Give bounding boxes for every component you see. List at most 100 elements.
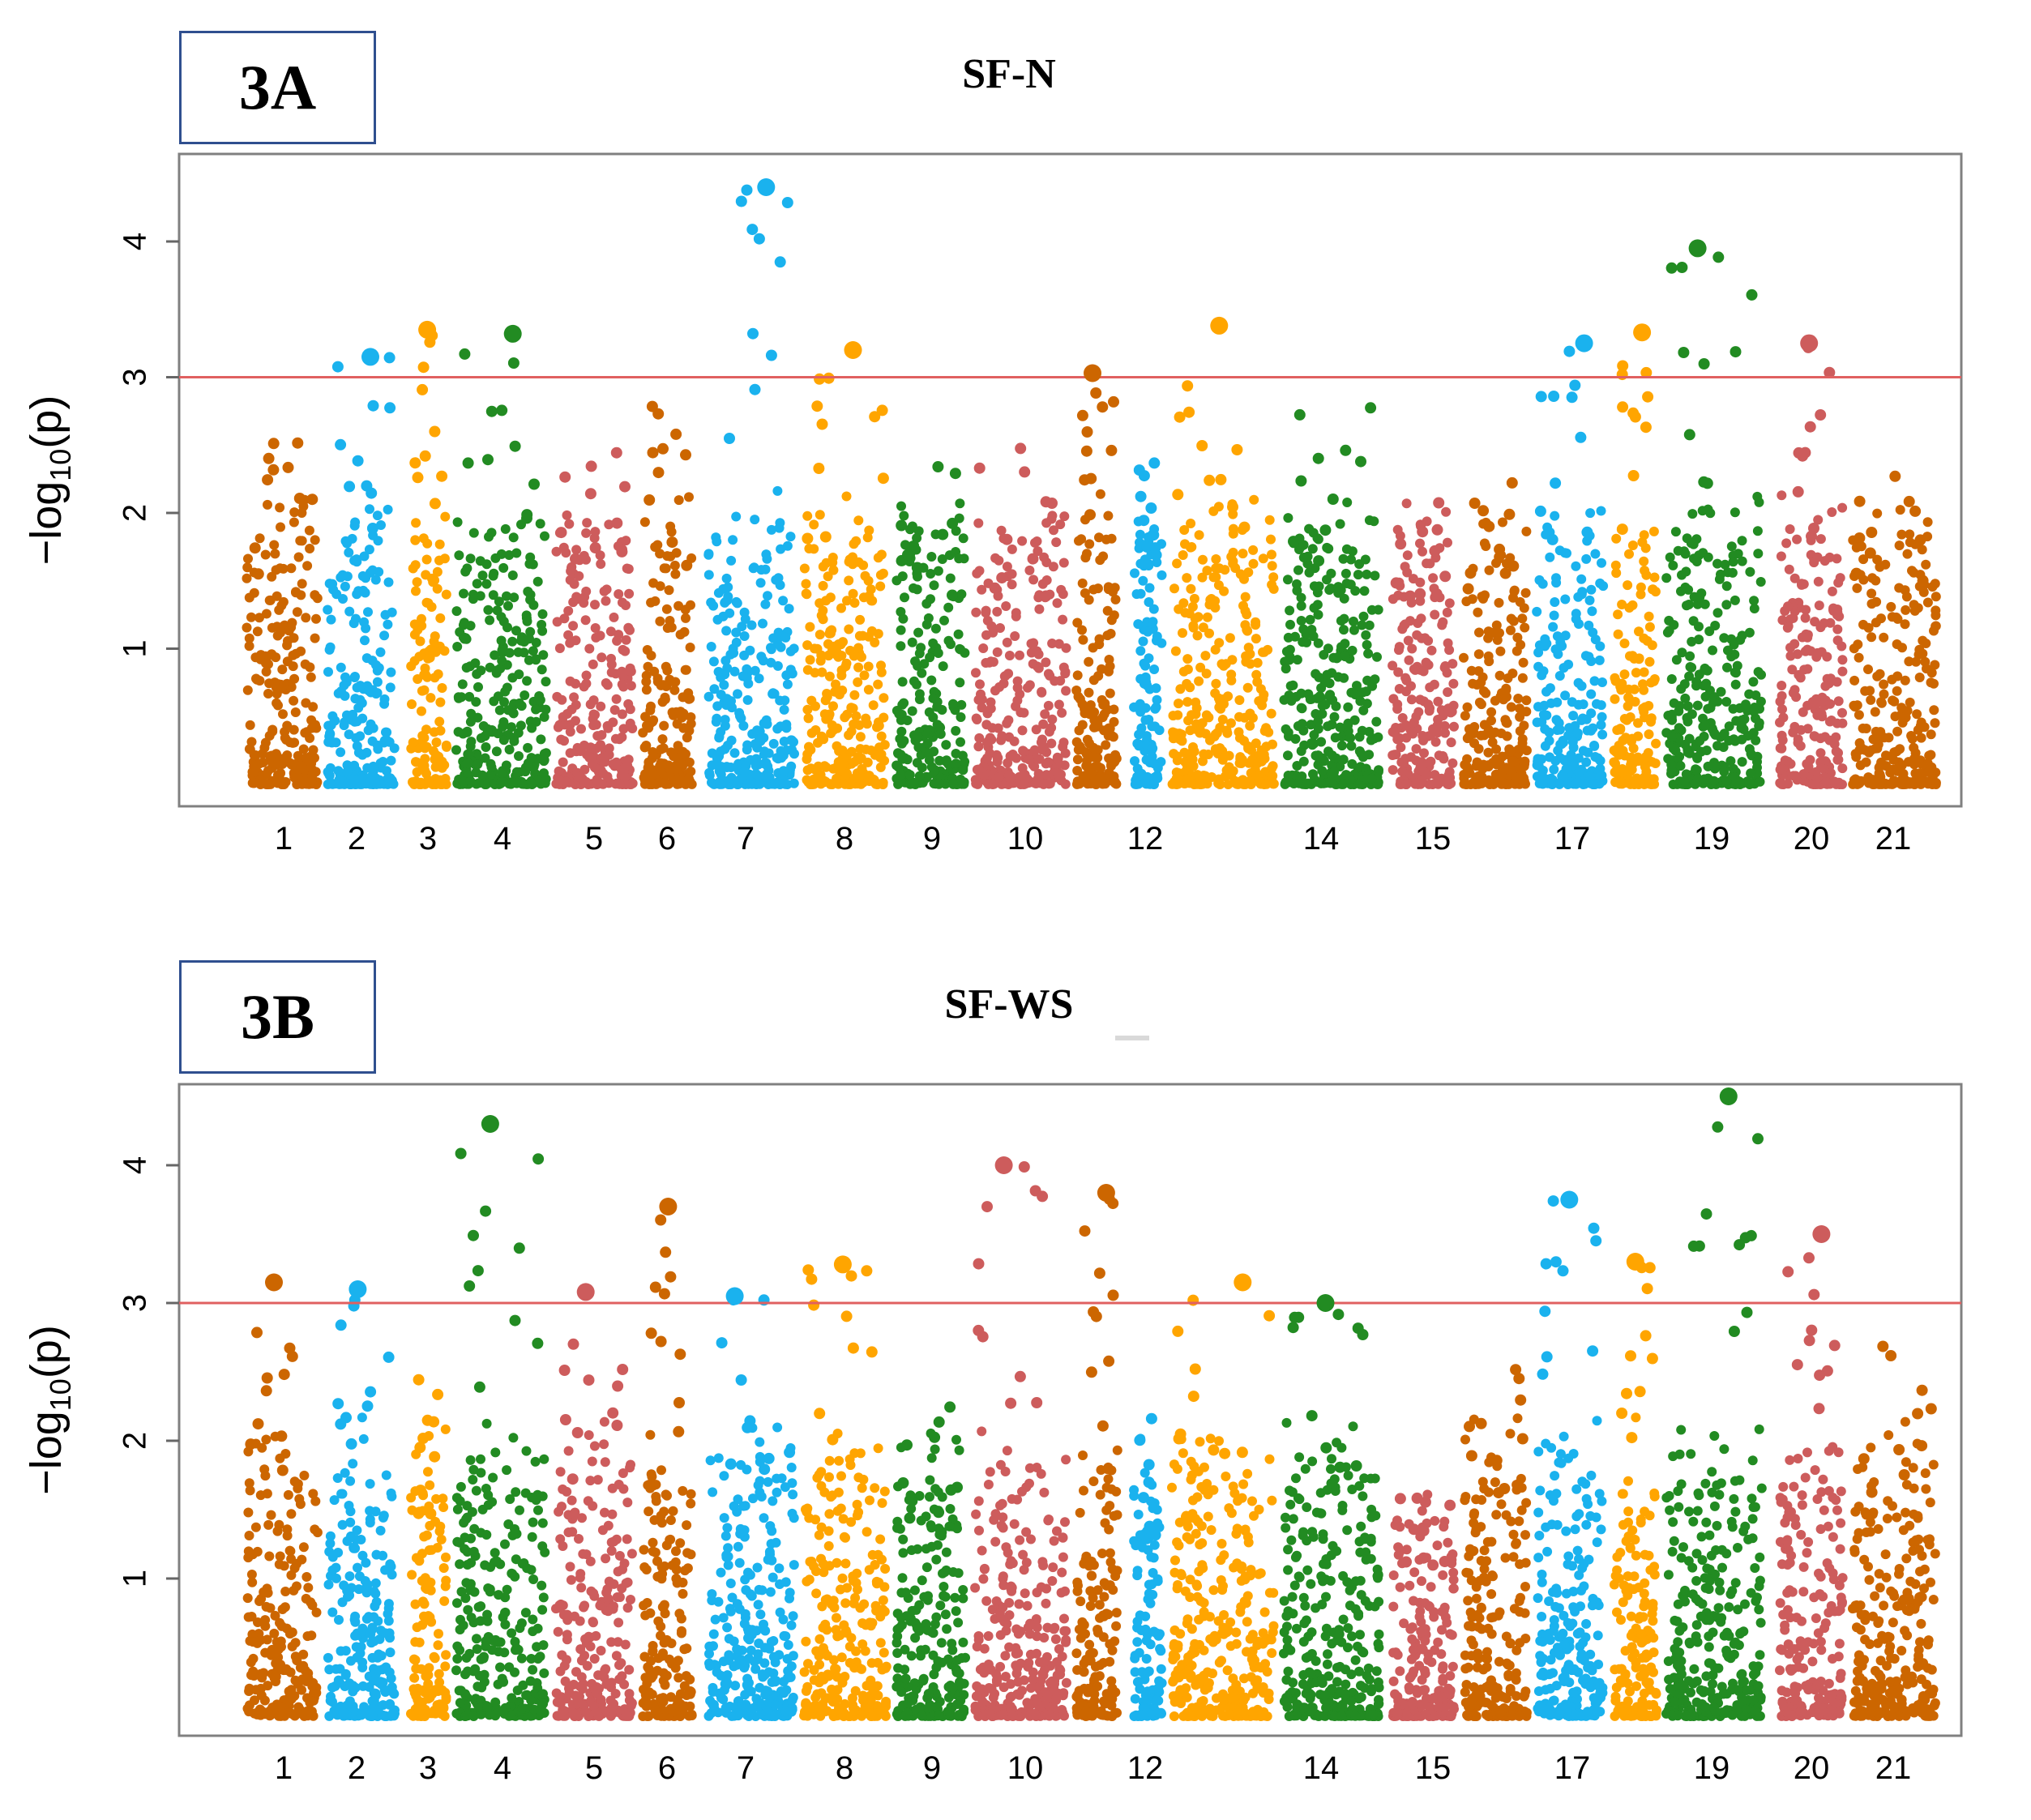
snp-point	[1892, 726, 1903, 737]
snp-point	[1183, 716, 1194, 726]
snp-point	[306, 775, 317, 786]
snp-point	[408, 777, 417, 788]
snp-point	[1417, 526, 1429, 538]
snp-point	[355, 731, 366, 741]
snp-point	[820, 695, 831, 706]
snp-point	[1143, 626, 1153, 637]
snp-point	[1815, 409, 1827, 421]
snp-point	[1130, 568, 1139, 579]
snp-point	[1408, 574, 1418, 584]
snp-point	[357, 750, 368, 760]
snp-point	[1630, 697, 1640, 707]
snp-point	[849, 651, 859, 661]
snp-point	[1551, 715, 1562, 725]
x-tick-label-chr-19: 19	[1694, 821, 1730, 857]
snp-point	[1777, 704, 1787, 715]
snp-point	[417, 763, 428, 773]
snp-point	[802, 704, 813, 715]
snp-point	[1868, 734, 1879, 745]
snp-point	[833, 757, 844, 767]
snp-point	[704, 767, 715, 778]
snp-point	[1890, 711, 1901, 722]
snp-point	[1017, 725, 1028, 736]
snp-point	[1014, 771, 1024, 782]
snp-point	[1837, 666, 1848, 677]
snp-point	[656, 744, 666, 754]
snp-point	[1494, 628, 1504, 639]
snp-point	[511, 548, 522, 558]
snp-point	[1712, 608, 1723, 618]
snp-point	[896, 501, 906, 511]
snp-point	[1837, 718, 1848, 728]
snp-point	[1054, 639, 1064, 649]
snp-point	[755, 726, 765, 737]
snp-point	[1347, 645, 1358, 656]
snp-point	[919, 659, 930, 669]
chromosome-20-points	[1775, 341, 1848, 789]
snp-point	[1088, 752, 1099, 763]
snp-point	[246, 612, 256, 622]
x-tick-label-chr-7: 7	[737, 1750, 755, 1786]
snp-point	[1144, 597, 1154, 607]
snp-point	[789, 643, 799, 654]
snp-point	[1540, 741, 1550, 751]
snp-point	[897, 677, 908, 687]
snp-point	[853, 662, 864, 673]
snp-point	[1261, 725, 1272, 736]
snp-point	[504, 550, 515, 560]
snp-point	[563, 720, 574, 730]
snp-point	[1338, 779, 1349, 789]
snp-point	[1430, 737, 1441, 747]
snp-point	[436, 780, 446, 789]
snp-point	[844, 575, 854, 586]
snp-point	[1430, 588, 1443, 600]
snp-point	[1182, 654, 1193, 664]
snp-point	[244, 1686, 254, 1696]
snp-point	[1444, 598, 1455, 609]
snp-point	[1550, 597, 1560, 607]
snp-point	[941, 740, 951, 750]
snp-point	[1902, 706, 1913, 716]
snp-point	[490, 650, 500, 660]
snp-point	[1499, 694, 1509, 705]
snp-point	[1865, 686, 1875, 696]
snp-point	[596, 559, 606, 569]
snp-point	[1666, 765, 1677, 775]
snp-point	[571, 545, 582, 555]
snp-point	[975, 679, 985, 690]
snp-point	[410, 560, 421, 570]
snp-point	[420, 669, 430, 680]
snp-point	[1573, 753, 1584, 763]
snp-point	[439, 646, 450, 656]
snp-point	[1568, 711, 1579, 721]
snp-point	[324, 771, 335, 781]
snp-point	[1872, 743, 1883, 754]
snp-point	[531, 655, 541, 665]
snp-point	[848, 703, 858, 714]
snp-point	[711, 532, 721, 543]
snp-point	[525, 595, 536, 605]
snp-point	[1393, 667, 1404, 677]
snp-point	[1003, 715, 1014, 725]
snp-point	[385, 773, 396, 784]
snp-point	[1494, 670, 1505, 681]
snp-point	[1371, 716, 1382, 727]
snp-point	[875, 570, 886, 580]
snp-point	[1251, 617, 1261, 627]
snp-point	[1545, 683, 1555, 694]
snp-point	[288, 650, 298, 660]
snp-point	[376, 520, 386, 530]
snp-point	[311, 613, 321, 624]
snp-point	[1359, 586, 1370, 596]
snp-point	[1179, 525, 1190, 535]
snp-point	[1798, 769, 1809, 780]
x-tick-label-chr-3: 3	[419, 1750, 437, 1786]
snp-point	[1649, 572, 1660, 583]
snp-point	[540, 775, 550, 786]
snp-point	[1835, 573, 1845, 583]
snp-point	[858, 592, 869, 603]
snp-point	[855, 744, 866, 754]
snp-point	[585, 460, 597, 472]
snp-point	[1442, 775, 1452, 786]
snp-point	[624, 588, 635, 599]
